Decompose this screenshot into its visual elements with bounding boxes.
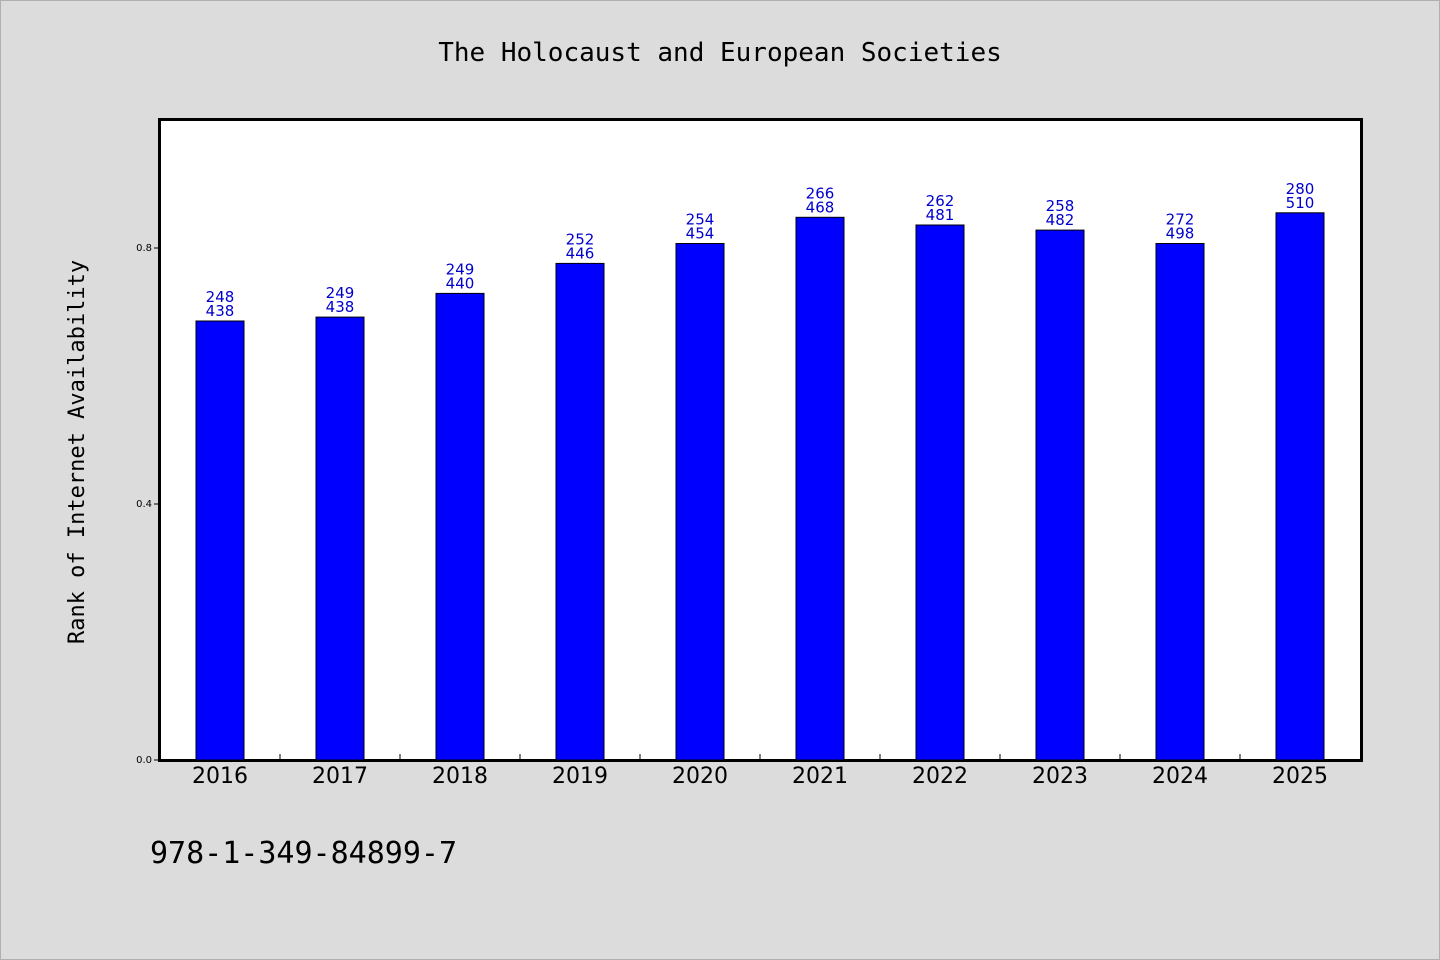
bar-2025 [1275,212,1325,761]
bar-2017 [315,316,365,761]
bar-label-top-2020: 254 [686,211,715,229]
bar-2019 [555,262,605,761]
x-tick-label-2017: 2017 [312,764,368,789]
x-tick-label-2019: 2019 [552,764,608,789]
x-axis-ticks: 2016 2017 2018 2019 2020 2021 2022 2023 2024 2025 [192,754,1328,789]
bar-label-top-2017: 249 [326,284,355,302]
bar-label-bottom-2021: 468 [806,198,835,216]
bar-label-bottom-2025: 510 [1286,194,1315,212]
isbn-footer: 978-1-349-84899-7 [150,836,457,871]
bar-2020 [675,243,725,761]
x-tick-label-2023: 2023 [1032,764,1088,789]
x-tick-label-2016: 2016 [192,764,248,789]
bar-label-top-2025: 280 [1286,180,1315,198]
bar-2023 [1035,229,1085,761]
bar-label-top-2024: 272 [1166,211,1195,229]
bars-layer [195,212,1325,761]
bar-label-top-2022: 262 [926,192,955,210]
bar-label-bottom-2024: 498 [1166,225,1195,243]
chart-title: The Holocaust and European Societies [438,38,1002,68]
bar-label-bottom-2016: 438 [206,302,235,320]
bar-label-bottom-2019: 446 [566,244,595,262]
bar-label-top-2023: 258 [1046,197,1075,215]
bar-2024 [1155,243,1205,761]
y-tick-label: 0.8 [136,243,152,254]
bar-label-bottom-2022: 481 [926,206,955,224]
bar-2018 [435,292,485,761]
x-tick-label-2022: 2022 [912,764,968,789]
bar-2016 [195,320,245,761]
bar-label-top-2018: 249 [446,260,475,278]
y-tick-label: 0.0 [136,755,152,766]
x-tick-label-2018: 2018 [432,764,488,789]
bar-2022 [915,224,965,761]
bar-label-bottom-2017: 438 [326,298,355,316]
x-tick-label-2024: 2024 [1152,764,1208,789]
bar-label-top-2021: 266 [806,184,835,202]
x-tick-label-2021: 2021 [792,764,848,789]
bar-label-bottom-2018: 440 [446,274,475,292]
x-tick-label-2020: 2020 [672,764,728,789]
y-axis-label: Rank of Internet Availability [65,260,90,644]
bar-label-bottom-2023: 482 [1046,211,1075,229]
bar-label-bottom-2020: 454 [686,225,715,243]
y-axis-ticks: 0.0 0.4 0.8 [136,243,160,766]
y-tick-label: 0.4 [136,499,152,510]
bar-label-top-2019: 252 [566,230,595,248]
bar-label-top-2016: 248 [206,288,235,306]
x-tick-label-2025: 2025 [1272,764,1328,789]
bar-2021 [795,216,845,761]
